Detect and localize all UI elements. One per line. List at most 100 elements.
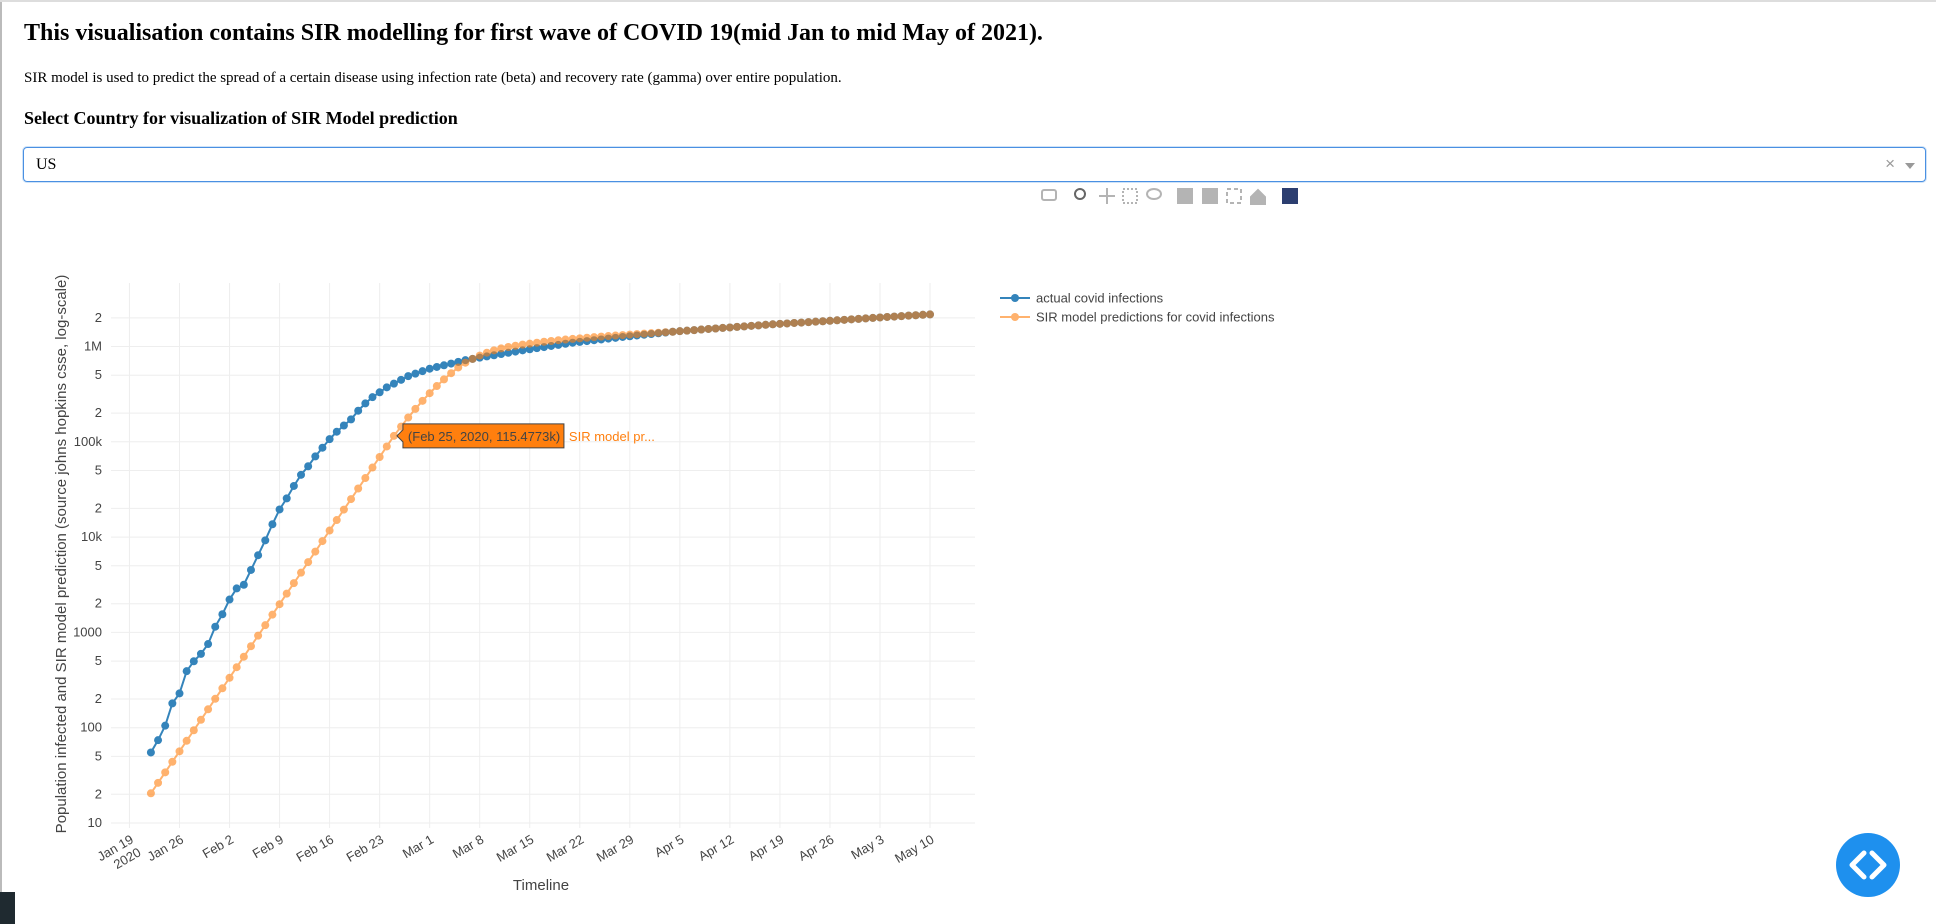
- data-point: [397, 375, 406, 384]
- y-tick-label: 100k: [74, 434, 103, 449]
- modebar-zoom-in[interactable]: [1177, 188, 1193, 204]
- data-point: [361, 474, 370, 483]
- data-point: [518, 346, 527, 355]
- data-point: [182, 736, 191, 745]
- y-tick-label: 2: [95, 310, 102, 325]
- data-point: [225, 673, 234, 682]
- data-point: [218, 684, 227, 693]
- data-point: [554, 336, 563, 345]
- dev-tools-icon: [1849, 850, 1887, 880]
- data-point: [740, 322, 749, 331]
- hover-name: SIR model pr...: [569, 429, 655, 444]
- data-point: [911, 311, 920, 320]
- data-point: [375, 452, 384, 461]
- data-point: [454, 357, 463, 366]
- series-line: [150, 313, 931, 753]
- data-point: [389, 431, 398, 440]
- data-point: [797, 318, 806, 327]
- data-point: [904, 311, 913, 320]
- country-dropdown[interactable]: US ×: [23, 147, 1926, 182]
- modebar-autoscale[interactable]: [1226, 188, 1242, 204]
- data-point: [497, 344, 506, 353]
- data-point: [582, 333, 591, 342]
- data-point: [704, 324, 713, 333]
- legend-label: actual covid infections: [1036, 291, 1164, 306]
- y-tick-label: 2: [95, 405, 102, 420]
- data-point: [875, 313, 884, 322]
- data-point: [490, 346, 499, 355]
- data-point: [675, 327, 684, 336]
- data-point: [246, 642, 255, 651]
- x-tick-label: Mar 8: [450, 832, 486, 862]
- data-point: [733, 322, 742, 331]
- modebar-camera[interactable]: [1041, 189, 1057, 201]
- data-point: [154, 736, 163, 745]
- data-point: [389, 379, 398, 388]
- modebar-select[interactable]: [1122, 188, 1138, 204]
- series-line: [150, 313, 931, 794]
- page-title: This visualisation contains SIR modellin…: [24, 20, 1043, 46]
- clear-button[interactable]: ×: [1885, 154, 1895, 173]
- data-point: [218, 610, 227, 619]
- data-point: [447, 369, 456, 378]
- data-point: [525, 345, 534, 354]
- data-point: [161, 721, 170, 730]
- modebar-reset[interactable]: [1250, 188, 1266, 205]
- data-point: [725, 323, 734, 332]
- x-tick-label: Mar 29: [594, 832, 637, 865]
- description: SIR model is used to predict the spread …: [24, 70, 842, 86]
- data-point: [332, 427, 341, 436]
- data-point: [854, 314, 863, 323]
- data-point: [897, 312, 906, 321]
- data-point: [154, 778, 163, 787]
- data-point: [861, 314, 870, 323]
- data-point: [318, 537, 327, 546]
- legend-item: [1000, 294, 1030, 302]
- data-point: [697, 325, 706, 334]
- data-point: [475, 351, 484, 360]
- scrollbar-edge: [0, 2, 2, 924]
- data-point: [275, 505, 284, 514]
- modebar: [1041, 188, 1298, 205]
- data-point: [282, 589, 291, 598]
- dev-tools-button[interactable]: [1836, 833, 1900, 897]
- data-point: [289, 579, 298, 588]
- modebar-lasso[interactable]: [1146, 188, 1162, 200]
- x-tick-label: Mar 1: [400, 832, 436, 862]
- data-point: [339, 505, 348, 514]
- data-point: [318, 443, 327, 452]
- data-point: [146, 748, 155, 757]
- modebar-pan[interactable]: [1099, 188, 1115, 204]
- data-point: [368, 463, 377, 472]
- modebar-zoom[interactable]: [1074, 188, 1086, 200]
- data-point: [325, 435, 334, 444]
- hover-text: (Feb 25, 2020, 115.4773k): [408, 429, 560, 444]
- data-point: [668, 327, 677, 336]
- dropdown-arrow[interactable]: [1905, 163, 1915, 169]
- data-point: [211, 622, 220, 631]
- x-tick-label: Apr 26: [796, 832, 837, 864]
- data-point: [347, 415, 356, 424]
- data-point: [611, 331, 620, 340]
- data-point: [511, 341, 520, 350]
- data-point: [175, 689, 184, 698]
- data-point: [161, 768, 170, 777]
- data-point: [297, 470, 306, 479]
- data-point: [368, 393, 377, 402]
- modebar-logo[interactable]: [1282, 188, 1298, 204]
- data-point: [618, 331, 627, 340]
- x-tick-label: Feb 2: [200, 832, 236, 862]
- y-tick-label: 10: [88, 815, 102, 830]
- x-axis-title: Timeline: [513, 877, 569, 894]
- modebar-zoom-out[interactable]: [1202, 188, 1218, 204]
- data-point: [847, 315, 856, 324]
- data-point: [840, 315, 849, 324]
- data-point: [833, 316, 842, 325]
- y-tick-label: 5: [95, 367, 102, 382]
- data-point: [661, 328, 670, 337]
- y-tick-label: 5: [95, 462, 102, 477]
- x-tick-label: Jan 26: [145, 832, 186, 865]
- data-point: [918, 310, 927, 319]
- data-point: [575, 334, 584, 343]
- data-point: [825, 316, 834, 325]
